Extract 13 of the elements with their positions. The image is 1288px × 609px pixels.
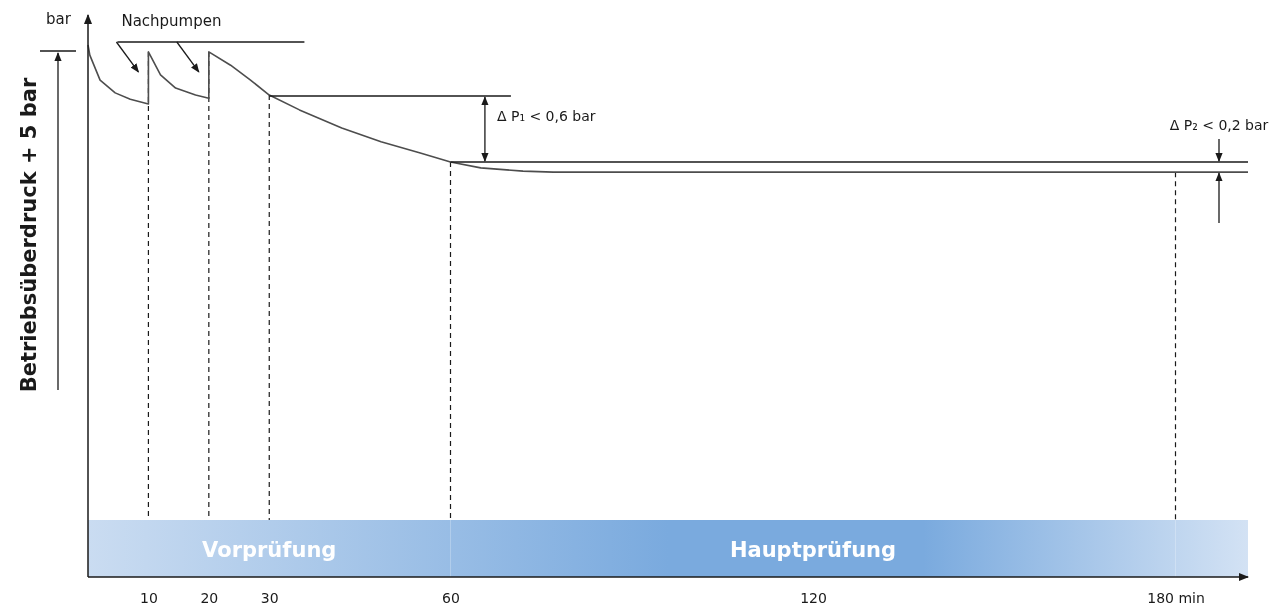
x-tick-label: 30 xyxy=(260,589,279,606)
x-tick-label: 20 xyxy=(200,589,219,606)
x-tick-label: 120 xyxy=(800,589,827,606)
annotation: Δ P₂ < 0,2 bar xyxy=(1169,117,1269,134)
x-tick-label: 10 xyxy=(140,589,158,606)
y-axis-title: Betriebsüberdruck + 5 bar xyxy=(17,77,41,393)
x-tick-label: 180 min xyxy=(1147,589,1205,606)
band-label: Hauptprüfung xyxy=(729,537,897,562)
x-tick-label: 60 xyxy=(442,589,460,606)
text: bar xyxy=(46,10,72,28)
band-label: Vorprüfung xyxy=(202,537,337,562)
annotation: Δ P₁ < 0,6 bar xyxy=(496,108,596,125)
text: Nachpumpen xyxy=(121,12,222,30)
